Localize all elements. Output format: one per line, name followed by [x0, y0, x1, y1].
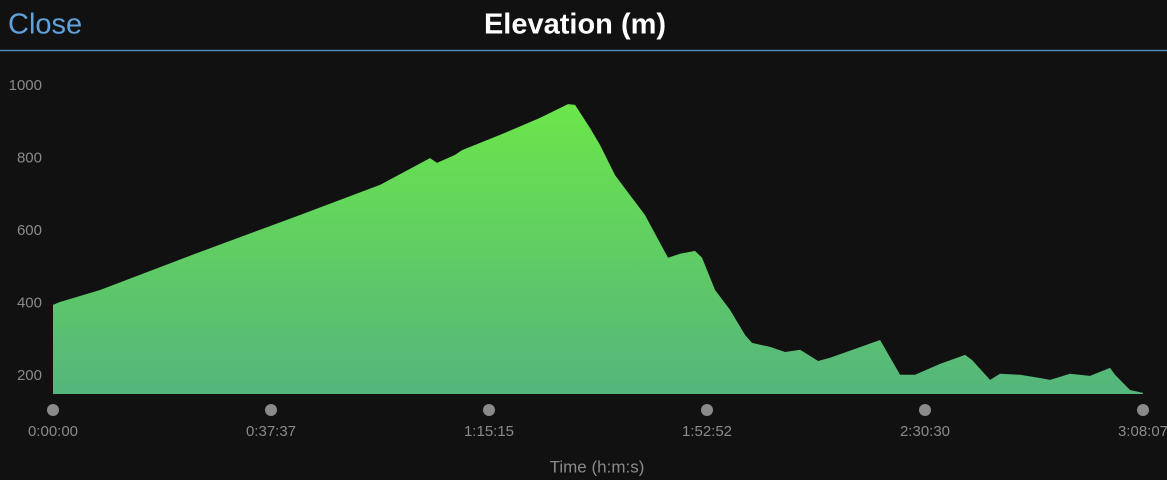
close-button[interactable]: Close: [8, 9, 82, 41]
x-axis-label: Time (h:m:s): [550, 457, 645, 476]
x-tick-label: 1:52:52: [682, 423, 732, 440]
y-tick-label: 400: [17, 294, 42, 311]
x-tick-label: 0:37:37: [246, 423, 296, 440]
elevation-area: [53, 104, 1143, 395]
y-tick-label: 800: [17, 149, 42, 166]
x-tick-label: 2:30:30: [900, 423, 950, 440]
x-tick-dot: [701, 404, 713, 416]
x-tick-dot: [265, 404, 277, 416]
x-tick-dot: [919, 404, 931, 416]
x-tick-dot: [1137, 404, 1149, 416]
x-tick-dot: [483, 404, 495, 416]
y-tick-label: 600: [17, 222, 42, 239]
y-tick-label: 200: [17, 367, 42, 384]
y-tick-label: 1000: [9, 77, 42, 94]
x-tick-dot: [47, 404, 59, 416]
x-tick-label: 0:00:00: [28, 423, 78, 440]
chart-title: Elevation (m): [484, 9, 666, 41]
x-tick-label: 1:15:15: [464, 423, 514, 440]
x-tick-label: 3:08:07: [1118, 423, 1167, 440]
